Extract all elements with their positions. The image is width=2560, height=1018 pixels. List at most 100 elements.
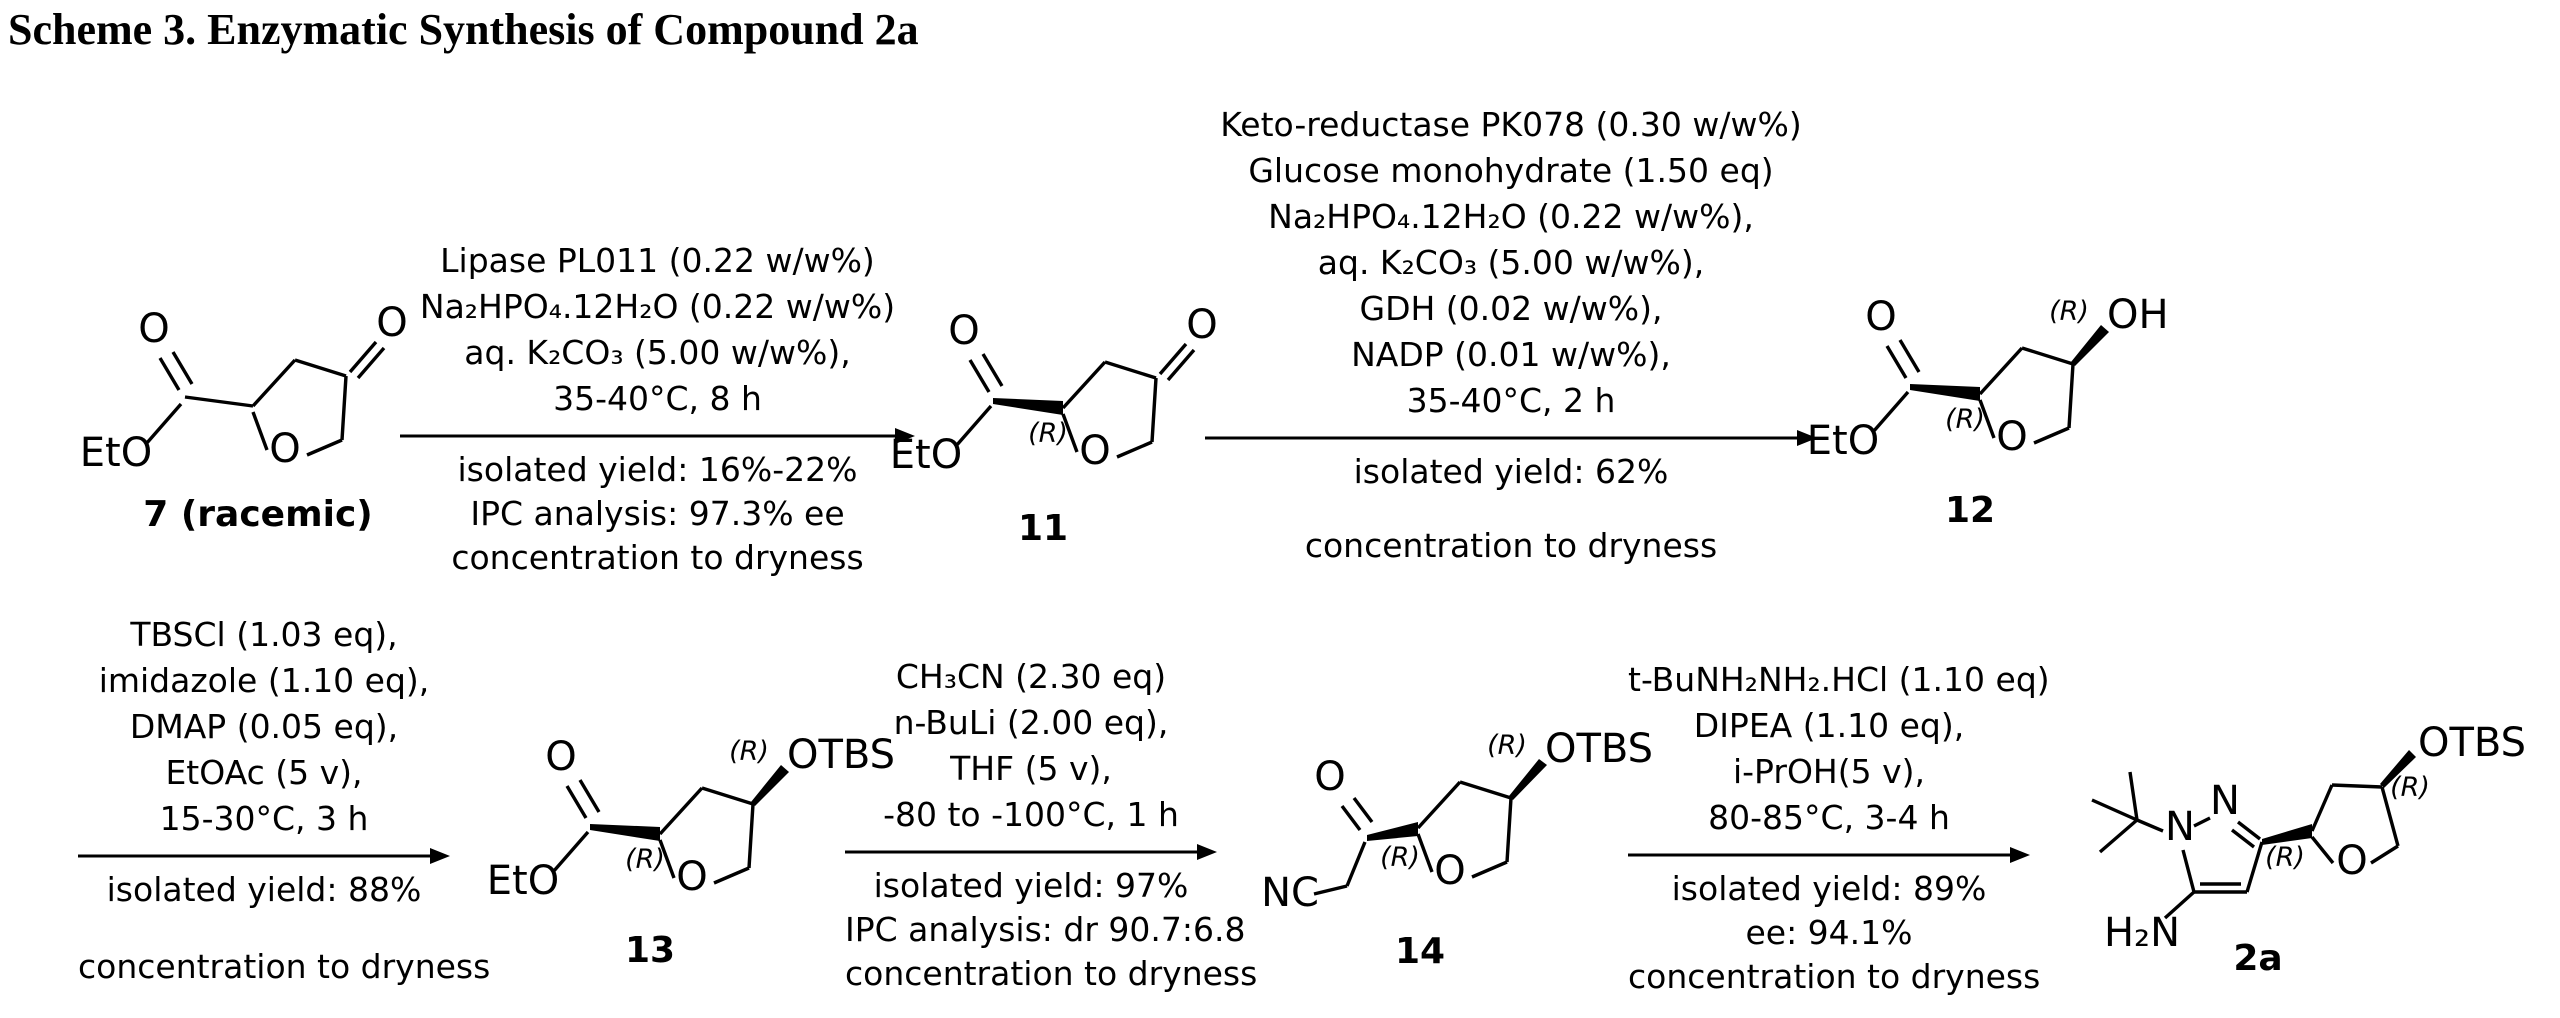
step-1-conditions-above: Lipase PL011 (0.22 w/w%) Na₂HPO₄.12H₂O (… — [400, 238, 915, 422]
reaction-step-2: Keto-reductase PK078 (0.30 w/w%) Glucose… — [1205, 102, 1817, 568]
condition-line: Keto-reductase PK078 (0.30 w/w%) — [1220, 105, 1802, 144]
compound-2a-label: 2a — [2233, 938, 2282, 979]
eto-atom-label: EtO — [1807, 418, 1879, 464]
nitrile-nc-label: NC — [1261, 870, 1319, 916]
hydroxyl-label: OH — [2107, 292, 2169, 338]
otbs-label: OTBS — [2418, 720, 2526, 766]
condition-line: THF (5 v), — [950, 749, 1112, 788]
compound-2a-bonds — [2091, 750, 2416, 920]
ester-oxygen-label: O — [948, 308, 979, 354]
condition-line: i-PrOH(5 v), — [1732, 752, 1925, 791]
result-line: IPC analysis: dr 90.7:6.8 — [845, 910, 1246, 949]
reaction-arrow — [400, 428, 915, 444]
compound-13-label: 13 — [625, 930, 675, 971]
condition-line: CH₃CN (2.30 eq) — [895, 657, 1167, 696]
wedge-bond-otbs — [1509, 759, 1547, 800]
step-2-results-below: isolated yield: 62% concentration to dry… — [1205, 450, 1817, 568]
wedge-bond — [590, 824, 660, 841]
scheme-title: Scheme 3. Enzymatic Synthesis of Compoun… — [8, 5, 919, 54]
reaction-step-1: Lipase PL011 (0.22 w/w%) Na₂HPO₄.12H₂O (… — [400, 238, 915, 580]
result-line: isolated yield: 62% — [1353, 452, 1669, 491]
condition-line: -80 to -100°C, 1 h — [883, 795, 1179, 834]
otbs-label: OTBS — [787, 732, 895, 778]
condition-line: Na₂HPO₄.12H₂O (0.22 w/w%), — [1268, 197, 1754, 236]
stereocenter-R-label: (R) — [1945, 404, 1985, 435]
ring-oxygen-label: O — [1996, 414, 2027, 460]
compound-2a: N N H₂N (R) O (R) OTBS 2a — [2080, 698, 2560, 1002]
condition-line: aq. K₂CO₃ (5.00 w/w%), — [464, 333, 851, 372]
condition-line: Glucose monohydrate (1.50 eq) — [1248, 151, 1774, 190]
step-3-conditions-above: TBSCl (1.03 eq), imidazole (1.10 eq), DM… — [78, 612, 450, 842]
ring-oxygen-label: O — [2336, 838, 2367, 884]
result-line: concentration to dryness — [451, 538, 864, 577]
ketone-oxygen-label: O — [1186, 302, 1217, 348]
wedge-bond — [1367, 822, 1418, 841]
step-1-results-below: isolated yield: 16%-22% IPC analysis: 97… — [400, 448, 915, 580]
compound-14: NC O (R) O (R) OTBS 14 — [1250, 718, 1680, 982]
condition-line: GDH (0.02 w/w%), — [1359, 289, 1663, 328]
condition-line: 35-40°C, 2 h — [1406, 381, 1616, 420]
condition-line: 35-40°C, 8 h — [553, 379, 762, 418]
compound-12-bonds — [1871, 325, 2109, 445]
step-2-conditions-above: Keto-reductase PK078 (0.30 w/w%) Glucose… — [1205, 102, 1817, 424]
step-4-conditions-above: CH₃CN (2.30 eq) n-BuLi (2.00 eq), THF (5… — [845, 654, 1217, 838]
step-5-results-below: isolated yield: 89% ee: 94.1% concentrat… — [1628, 867, 2041, 999]
result-line: isolated yield: 97% — [873, 866, 1189, 905]
reaction-arrow — [1205, 430, 1817, 446]
arrowhead — [2010, 847, 2030, 863]
arrowhead — [1797, 430, 1817, 446]
stereocenter-R-label: (R) — [1487, 730, 1527, 761]
stereocenter-R-label: (R) — [2265, 842, 2305, 873]
wedge-bond-otbs — [2380, 750, 2416, 788]
result-line: concentration to dryness — [78, 947, 491, 986]
compound-11-bonds — [954, 342, 1196, 459]
result-line: concentration to dryness — [1628, 957, 2041, 996]
compound-14-bonds — [1313, 759, 1547, 896]
condition-line: NADP (0.01 w/w%), — [1351, 335, 1671, 374]
compound-12-label: 12 — [1945, 490, 1995, 531]
condition-line: aq. K₂CO₃ (5.00 w/w%), — [1317, 243, 1705, 282]
result-line: isolated yield: 16%-22% — [457, 450, 858, 489]
condition-line: DMAP (0.05 eq), — [129, 707, 399, 746]
condition-line: Lipase PL011 (0.22 w/w%) — [440, 241, 875, 280]
ring-oxygen-label: O — [1079, 428, 1110, 474]
otbs-label: OTBS — [1545, 726, 1653, 772]
arrowhead — [430, 848, 450, 864]
condition-line: DIPEA (1.10 eq), — [1693, 706, 1965, 745]
condition-line: n-BuLi (2.00 eq), — [893, 703, 1169, 742]
wedge-bond — [1910, 384, 1980, 401]
pyrazole-n1-label: N — [2165, 804, 2195, 850]
result-line: ee: 94.1% — [1745, 913, 1913, 952]
step-4-results-below: isolated yield: 97% IPC analysis: dr 90.… — [845, 864, 1257, 996]
compound-12: EtO O (R) O (R) OH 12 — [1795, 282, 2235, 536]
eto-atom-label: EtO — [487, 858, 559, 904]
reaction-arrow — [78, 848, 450, 864]
wedge-bond-oh — [2071, 325, 2109, 366]
ketone-oxygen-label: O — [376, 300, 407, 346]
compound-11: EtO O (R) O O 11 — [878, 296, 1243, 560]
reaction-step-5: t-BuNH₂NH₂.HCl (1.10 eq) DIPEA (1.10 eq)… — [1628, 657, 2050, 999]
compound-7-label: 7 (racemic) — [143, 494, 372, 535]
result-line: isolated yield: 88% — [106, 870, 422, 909]
condition-line: 80-85°C, 3-4 h — [1708, 798, 1950, 837]
step-5-conditions-above: t-BuNH₂NH₂.HCl (1.10 eq) DIPEA (1.10 eq)… — [1628, 657, 2050, 841]
wedge-bond-otbs — [751, 765, 789, 806]
ester-oxygen-label: O — [1865, 294, 1896, 340]
condition-line: imidazole (1.10 eq), — [98, 661, 430, 700]
pyrazole-n2-label: N — [2210, 778, 2240, 824]
stereocenter-R-label: (R) — [2049, 296, 2089, 327]
step-3-results-below: isolated yield: 88% concentration to dry… — [78, 868, 491, 989]
ring-oxygen-label: O — [1434, 848, 1465, 894]
wedge-bond — [2262, 824, 2312, 845]
stereocenter-R-label: (R) — [1028, 418, 1068, 449]
reaction-step-4: CH₃CN (2.30 eq) n-BuLi (2.00 eq), THF (5… — [845, 654, 1257, 996]
condition-line: t-BuNH₂NH₂.HCl (1.10 eq) — [1628, 660, 2050, 699]
wedge-bond — [993, 398, 1063, 415]
reaction-arrow — [845, 844, 1217, 860]
compound-13-bonds — [551, 765, 789, 885]
condition-line: TBSCl (1.03 eq), — [130, 615, 398, 654]
result-line: IPC analysis: 97.3% ee — [470, 494, 845, 533]
arrowhead — [1197, 844, 1217, 860]
condition-line: EtOAc (5 v), — [165, 753, 363, 792]
stereocenter-R-label: (R) — [729, 736, 769, 767]
